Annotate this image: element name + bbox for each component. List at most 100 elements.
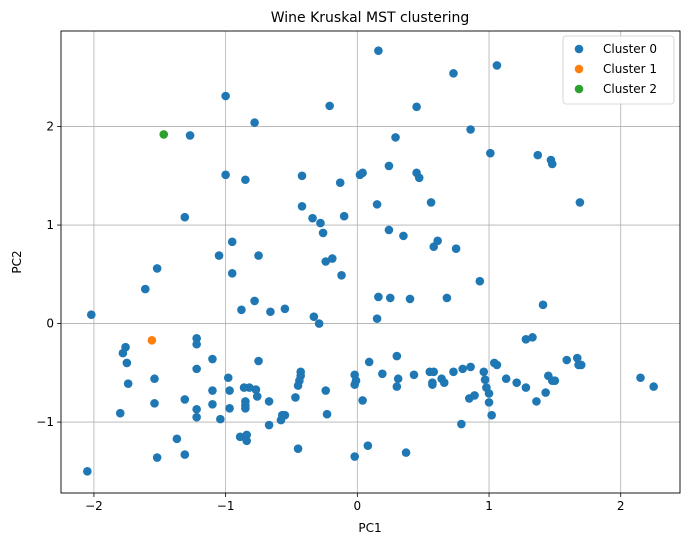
data-point-cluster-0: [451, 244, 461, 254]
data-point-cluster-0: [241, 175, 250, 185]
data-point-cluster-0: [470, 391, 479, 400]
data-point-cluster-0: [227, 237, 237, 247]
data-point-cluster-0: [442, 293, 452, 303]
data-point-cluster-0: [241, 403, 250, 413]
data-point-cluster-0: [401, 448, 411, 457]
data-point-cluster-0: [180, 395, 190, 404]
data-point-cluster-0: [223, 373, 233, 383]
data-point-cluster-0: [550, 376, 560, 386]
data-point-cluster-0: [449, 69, 458, 78]
x-axis-label: PC1: [358, 521, 381, 535]
y-tick-label: 0: [46, 317, 54, 331]
data-point-cluster-0: [239, 383, 249, 392]
data-point-cluster-0: [250, 118, 259, 127]
data-point-cluster-0: [528, 333, 537, 342]
data-point-cluster-0: [235, 432, 245, 442]
legend: Cluster 0 Cluster 1 Cluster 2: [562, 35, 675, 105]
x-tick-label: −1: [217, 499, 235, 513]
data-point-cluster-0: [412, 102, 421, 112]
x-tick-label: 2: [617, 499, 625, 513]
data-point-cluster-0: [486, 148, 495, 158]
data-point-cluster-0: [479, 367, 489, 377]
legend-label: Cluster 1: [603, 62, 657, 76]
data-point-cluster-0: [385, 293, 395, 303]
data-point-cluster-0: [237, 305, 246, 315]
data-point-cluster-0: [328, 254, 337, 263]
legend-marker: [574, 44, 584, 54]
data-point-cluster-0: [297, 171, 307, 181]
data-point-cluster-0: [449, 367, 458, 377]
data-point-cluster-0: [636, 373, 645, 383]
data-point-cluster-0: [458, 364, 467, 374]
data-point-cluster-0: [392, 382, 402, 391]
data-point-cluster-0: [242, 436, 251, 446]
data-point-cluster-0: [180, 450, 190, 459]
data-point-cluster-0: [227, 269, 237, 278]
x-tick-label: 0: [354, 499, 362, 513]
data-point-cluster-0: [475, 276, 485, 286]
y-tick-label: 1: [46, 218, 54, 232]
data-point-cluster-0: [501, 374, 511, 384]
data-point-cluster-0: [322, 409, 332, 419]
data-point-cluster-0: [221, 91, 230, 101]
legend-marker: [574, 64, 584, 74]
data-point-cluster-0: [83, 467, 92, 476]
data-point-cluster-0: [392, 351, 402, 361]
data-point-cluster-0: [123, 379, 133, 388]
data-point-cluster-0: [321, 386, 331, 395]
data-point-cluster-0: [242, 430, 251, 440]
data-point-cluster-0: [251, 385, 261, 394]
data-point-cluster-0: [350, 452, 359, 461]
data-point-cluster-0: [492, 61, 502, 70]
data-point-cluster-0: [280, 304, 290, 314]
data-point-cluster-0: [140, 284, 150, 294]
y-axis-label: PC2: [10, 250, 24, 273]
x-tick-label: 1: [485, 499, 493, 513]
data-point-cluster-0: [192, 404, 201, 414]
data-point-cluster-0: [185, 131, 195, 140]
data-point-cluster-0: [350, 380, 359, 389]
data-point-cluster-0: [297, 202, 307, 211]
data-point-cluster-0: [192, 339, 201, 349]
data-point-cluster-0: [118, 348, 128, 358]
data-point-cluster-0: [254, 251, 263, 260]
data-point-cluster-0: [364, 357, 374, 367]
data-point-cluster-0: [358, 396, 367, 405]
legend-label: Cluster 2: [603, 82, 657, 96]
data-point-cluster-0: [325, 101, 334, 111]
axis-ticks: −2 −1 0 1 2 −1 0 1 2: [36, 120, 624, 513]
data-point-cluster-0: [487, 410, 496, 420]
data-point-cluster-2: [159, 130, 169, 139]
data-point-cluster-0: [466, 125, 475, 134]
data-point-cluster-0: [316, 218, 325, 228]
data-point-cluster-0: [533, 150, 543, 160]
data-point-cluster-0: [339, 211, 349, 221]
plot-area: [60, 30, 681, 494]
data-point-cluster-0: [254, 356, 263, 366]
data-point-cluster-0: [214, 251, 224, 260]
data-point-cluster-1: [147, 336, 157, 345]
data-point-cluster-0: [575, 198, 585, 207]
data-point-cluster-0: [115, 408, 125, 418]
legend-label: Cluster 0: [603, 42, 657, 56]
data-point-cluster-0: [358, 168, 367, 178]
data-point-cluster-0: [512, 378, 521, 387]
data-point-cluster-0: [492, 360, 502, 370]
data-point-cluster-0: [428, 380, 437, 389]
data-point-cluster-0: [308, 213, 317, 223]
data-point-cluster-0: [405, 294, 415, 304]
data-point-cluster-0: [122, 358, 132, 368]
data-point-cluster-0: [439, 378, 449, 387]
chart-title: Wine Kruskal MST clustering: [271, 10, 469, 26]
data-point-cluster-0: [225, 403, 234, 413]
data-point-cluster-0: [291, 393, 300, 402]
data-point-cluster-0: [293, 444, 303, 453]
data-point-cluster-0: [372, 314, 382, 323]
data-point-cluster-0: [649, 382, 658, 391]
data-point-cluster-0: [250, 296, 259, 306]
data-point-cluster-0: [152, 264, 162, 273]
data-point-cluster-0: [372, 200, 382, 209]
data-point-cluster-0: [457, 419, 466, 429]
data-points: [83, 46, 658, 476]
data-point-cluster-0: [225, 386, 234, 395]
